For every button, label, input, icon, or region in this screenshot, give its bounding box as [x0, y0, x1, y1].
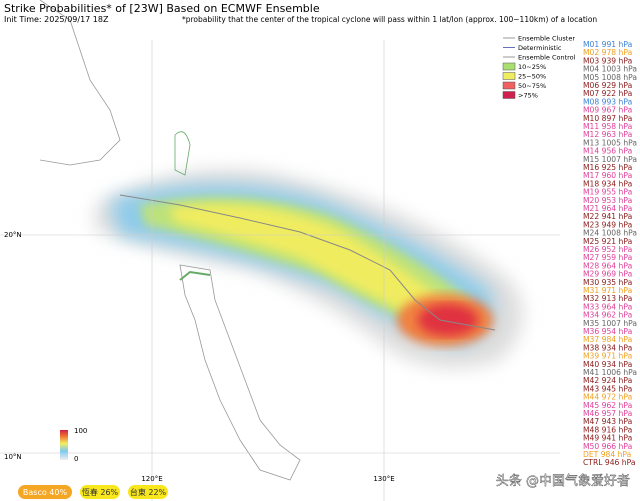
probability-field — [95, 169, 523, 368]
member-label: M26 952 hPa — [583, 245, 632, 254]
member-label: M08 993 hPa — [583, 97, 632, 106]
member-label: M43 945 hPa — [583, 384, 632, 393]
lon-label: 120°E — [141, 475, 162, 483]
member-label: M27 959 hPa — [583, 253, 632, 262]
badge-text: 台東 22% — [130, 487, 167, 497]
legend-label: 10~25% — [518, 63, 546, 71]
badge-text: Basco 40% — [23, 488, 68, 497]
member-label: M36 954 hPa — [583, 327, 632, 336]
member-label: M06 929 hPa — [583, 81, 632, 90]
watermark: 头条 @中国气象爱好者 — [496, 473, 630, 489]
member-label: M41 1006 hPa — [583, 368, 637, 377]
member-label: M39 971 hPa — [583, 352, 632, 361]
coastlines — [39, 0, 301, 481]
legend-label: Deterministic — [518, 44, 562, 52]
member-label: M15 1007 hPa — [583, 155, 637, 164]
member-label: M23 949 hPa — [583, 220, 632, 229]
member-label: M13 1005 hPa — [583, 138, 637, 147]
member-label: M40 934 hPa — [583, 360, 632, 369]
member-label: M03 939 hPa — [583, 56, 632, 65]
member-label: M12 963 hPa — [583, 130, 632, 139]
member-label: M20 953 hPa — [583, 196, 632, 205]
badge — [18, 485, 72, 499]
member-label: M18 934 hPa — [583, 179, 632, 188]
member-label: M37 984 hPa — [583, 335, 632, 344]
member-label: M45 962 hPa — [583, 401, 632, 410]
member-label: M31 971 hPa — [583, 286, 632, 295]
member-label: M49 941 hPa — [583, 434, 632, 443]
member-label: M29 969 hPa — [583, 270, 632, 279]
member-label: M38 934 hPa — [583, 343, 632, 352]
member-label: M24 1008 hPa — [583, 229, 637, 238]
member-label: M25 921 hPa — [583, 237, 632, 246]
member-label: M05 1008 hPa — [583, 73, 637, 82]
badge — [128, 485, 168, 499]
note: *probability that the center of the trop… — [182, 15, 597, 24]
member-label: M30 935 hPa — [583, 278, 632, 287]
legend-swatch — [502, 91, 516, 99]
legend-swatch — [502, 81, 516, 90]
member-label: M48 916 hPa — [583, 425, 632, 434]
member-label: M46 957 hPa — [583, 409, 632, 418]
member-label: M04 1003 hPa — [583, 65, 637, 74]
legend-swatch — [502, 62, 516, 71]
member-label: M21 964 hPa — [583, 204, 632, 213]
member-label: M02 978 hPa — [583, 48, 632, 57]
member-label: M28 964 hPa — [583, 261, 632, 270]
member-label: M09 967 hPa — [583, 106, 632, 115]
lon-label: 130°E — [373, 475, 394, 483]
legend-label: 25~50% — [518, 73, 546, 81]
member-label: M32 913 hPa — [583, 294, 632, 303]
legend-swatch — [502, 72, 516, 80]
colorbar — [60, 430, 68, 460]
member-label: M16 925 hPa — [583, 163, 632, 172]
member-label: M19 955 hPa — [583, 188, 632, 197]
lat-label: 10°N — [4, 453, 22, 461]
colorbar-label: 0 — [74, 455, 78, 463]
badge — [80, 485, 120, 499]
member-label: M17 960 hPa — [583, 171, 632, 180]
colorbar-label: 100 — [74, 427, 87, 435]
badge-text: 恆春 26% — [82, 487, 119, 497]
member-label: M14 956 hPa — [583, 147, 632, 156]
legend-label: Ensemble Cluster — [518, 35, 575, 43]
member-label: M50 966 hPa — [583, 442, 632, 451]
member-label: M35 1007 hPa — [583, 319, 637, 328]
member-label: M10 897 hPa — [583, 114, 632, 123]
lat-label: 20°N — [4, 231, 22, 239]
member-label: DET 984 hPa — [583, 450, 631, 459]
legend-label: Ensemble Control — [518, 54, 576, 62]
member-label: CTRL 946 hPa — [583, 458, 635, 467]
member-label: M47 943 hPa — [583, 417, 632, 426]
member-label: M07 922 hPa — [583, 89, 632, 98]
member-label: M11 958 hPa — [583, 122, 632, 131]
legend-label: 50~75% — [518, 82, 546, 90]
member-label: M01 991 hPa — [583, 40, 632, 49]
member-label: M22 941 hPa — [583, 212, 632, 221]
legend-label: >75% — [518, 92, 538, 100]
deterministic-track — [119, 194, 496, 331]
member-label: M33 964 hPa — [583, 302, 632, 311]
init-time: Init Time: 2025/09/17 18Z — [4, 15, 109, 24]
grid — [0, 40, 560, 501]
member-label: M44 972 hPa — [583, 393, 632, 402]
member-label: M34 962 hPa — [583, 311, 632, 320]
member-label: M42 924 hPa — [583, 376, 632, 385]
title: Strike Probabilities* of [23W] Based on … — [4, 2, 320, 15]
